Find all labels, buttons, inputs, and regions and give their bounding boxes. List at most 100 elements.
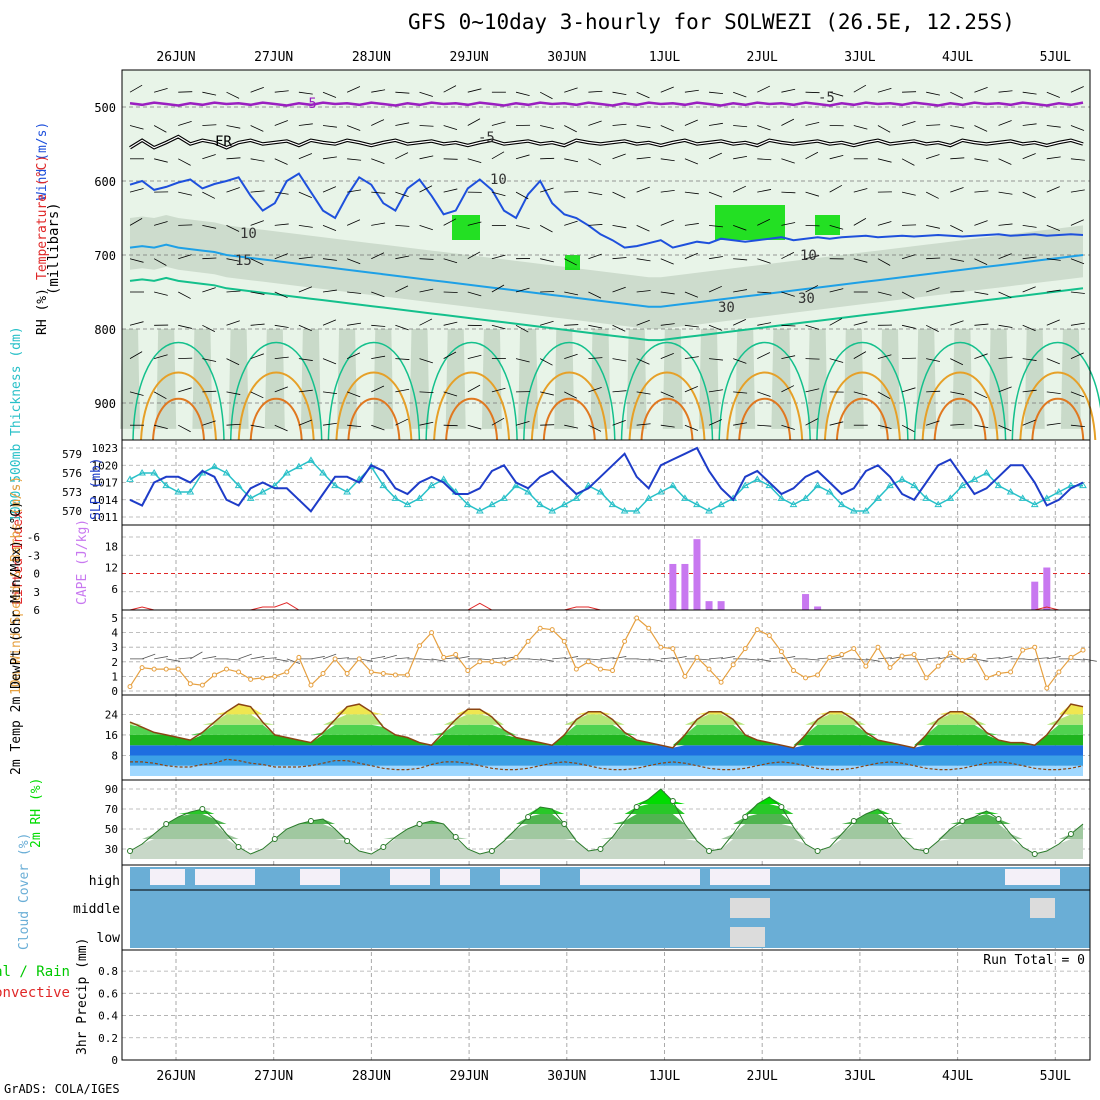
- wind-barb: [708, 91, 724, 95]
- axis-tick-label: 5: [111, 612, 118, 625]
- rh-point: [380, 844, 387, 850]
- wind-barb: [829, 91, 844, 97]
- temp-contour: [835, 397, 889, 441]
- wind-point: [344, 670, 350, 676]
- thickness-point: [295, 462, 303, 470]
- wind-barb: [539, 225, 553, 233]
- wind-barb: [322, 186, 337, 193]
- wind-barb: [395, 91, 410, 94]
- thickness-point: [403, 500, 412, 508]
- wind-barb: [877, 291, 892, 296]
- wind-barb: [443, 188, 458, 193]
- rh-band: [554, 329, 575, 429]
- wind-barb: [298, 191, 312, 198]
- wind-barb: [660, 258, 674, 265]
- thickness-point: [307, 456, 315, 463]
- thickness-point: [319, 469, 327, 476]
- axis-tick-label: 0.8: [98, 965, 118, 978]
- wind-barb: [129, 351, 143, 359]
- wind-barb: [491, 387, 506, 393]
- wind-point: [971, 653, 977, 659]
- legend-convective: Convective: [0, 985, 70, 1001]
- wind-barb: [1046, 225, 1060, 232]
- temp-contour: [249, 397, 303, 441]
- wind-barb: [322, 653, 337, 660]
- thickness-point: [620, 507, 629, 514]
- wind-barb: [781, 355, 796, 359]
- wind-barb: [950, 320, 964, 326]
- wind-barb: [636, 658, 651, 661]
- wind-barb: [926, 257, 941, 260]
- wind-barb: [708, 285, 722, 293]
- wind-barb: [684, 324, 699, 328]
- axis-label: 2m Temp 2m DewPt (6hr Min/Max) (°C): [9, 501, 24, 775]
- temp-contour: [726, 371, 804, 441]
- wind-barb: [612, 286, 626, 293]
- temp-contour: [816, 342, 909, 441]
- cloud-level-label: low: [97, 931, 121, 946]
- wind-barb: [346, 86, 361, 93]
- wind-barb: [684, 386, 698, 393]
- wind-barb: [226, 358, 240, 366]
- cloud-gap: [440, 869, 470, 885]
- wind-barb: [298, 91, 313, 95]
- wind-barb: [1046, 391, 1061, 395]
- wind-barb: [298, 123, 313, 126]
- wind-barb: [732, 185, 747, 193]
- wind-barb: [781, 88, 796, 93]
- wind-barb: [636, 423, 651, 426]
- thickness-point: [379, 481, 388, 489]
- date-tick-top: 28JUN: [352, 50, 391, 65]
- wind-barb: [515, 154, 530, 160]
- contour-label: -5: [300, 96, 317, 112]
- wind-barb: [588, 191, 603, 196]
- wind-barb: [757, 658, 772, 662]
- series-lifted-index: [129, 602, 1083, 611]
- wind-barb: [926, 91, 940, 96]
- wind-barb: [660, 86, 674, 93]
- rh-band: [373, 329, 394, 429]
- wind-barb: [202, 420, 216, 426]
- wind-barb: [153, 391, 167, 400]
- wind-point: [404, 672, 410, 678]
- wind-point: [839, 652, 845, 657]
- cape-bar: [814, 606, 822, 610]
- thickness-point: [463, 500, 472, 508]
- wind-barb: [781, 324, 796, 327]
- axis-label: RH (%): [35, 288, 50, 335]
- axis-label: 10m Wind Speed & Barbs (m/s): [9, 476, 24, 695]
- wind-barb: [684, 119, 698, 126]
- date-tick-bottom: 4JUL: [942, 1069, 973, 1084]
- wind-barb: [443, 258, 458, 264]
- wind-barb: [202, 191, 216, 199]
- wind-barb: [226, 225, 240, 232]
- wind-barb: [322, 225, 337, 232]
- date-tick-top: 5JUL: [1040, 50, 1071, 65]
- temp-contour: [152, 397, 205, 441]
- wind-barb: [1046, 156, 1061, 160]
- rh-point: [1067, 831, 1074, 837]
- wind-barb: [588, 291, 602, 299]
- rh-moist-patch: [815, 215, 840, 235]
- wind-barb: [274, 658, 289, 662]
- axis-label: (millibars): [46, 202, 62, 295]
- wind-barb: [853, 391, 868, 396]
- cape-bar: [1031, 581, 1039, 610]
- thickness-point: [994, 481, 1003, 489]
- wind-point: [296, 654, 302, 660]
- axis-label: Lifted Index: [11, 511, 26, 605]
- wind-barb: [129, 125, 144, 130]
- thickness-point: [512, 481, 520, 489]
- wind-point: [356, 656, 362, 662]
- wind-barb: [322, 319, 337, 326]
- rh-point: [1031, 851, 1038, 857]
- wind-barb: [998, 158, 1012, 165]
- date-tick-bottom: 3JUL: [844, 1069, 875, 1084]
- wind-barb: [588, 224, 603, 226]
- thickness-point: [801, 494, 810, 501]
- wind-barb: [129, 258, 144, 263]
- wind-point: [658, 644, 664, 650]
- rh-band: [626, 329, 647, 429]
- axis-tick-label: 579: [62, 448, 82, 461]
- wind-barb: [998, 386, 1012, 393]
